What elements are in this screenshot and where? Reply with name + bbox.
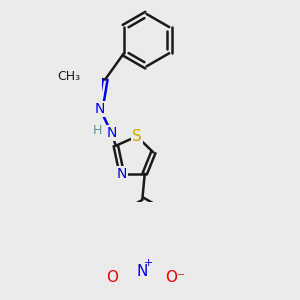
Text: +: + bbox=[144, 258, 153, 268]
Text: O: O bbox=[106, 270, 119, 285]
Text: CH₃: CH₃ bbox=[57, 70, 80, 83]
Text: N: N bbox=[106, 126, 117, 140]
Text: O⁻: O⁻ bbox=[165, 270, 185, 285]
Text: N: N bbox=[136, 264, 148, 279]
Text: S: S bbox=[132, 129, 142, 144]
Text: N: N bbox=[95, 102, 105, 116]
Text: H: H bbox=[93, 124, 102, 137]
Text: N: N bbox=[117, 167, 127, 181]
